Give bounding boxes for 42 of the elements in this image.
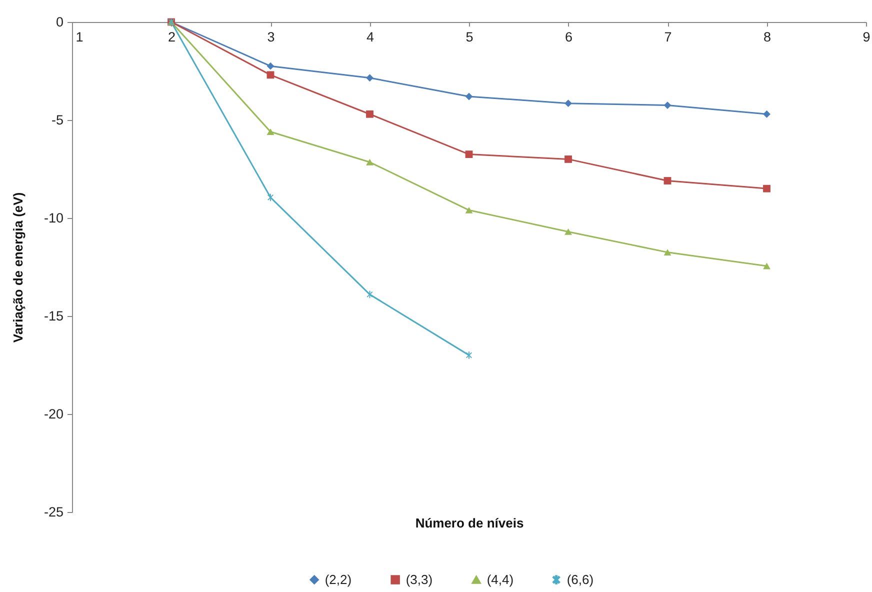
point: [366, 158, 374, 166]
x-tick-label: 6: [564, 30, 573, 44]
point: [564, 100, 572, 108]
point: [763, 262, 770, 270]
point: [268, 194, 274, 202]
point: [266, 71, 274, 79]
point: [465, 206, 473, 214]
x-axis-title: Número de níveis: [415, 516, 524, 530]
point: [564, 155, 572, 163]
y-tick-label: -15: [44, 308, 64, 324]
x-tick-label: 7: [664, 30, 672, 44]
point: [366, 290, 373, 298]
point: [465, 92, 473, 100]
x-tick-label: 2: [168, 30, 176, 44]
x-tick-label: 3: [267, 30, 275, 44]
point: [664, 249, 672, 256]
y-tick-label: -25: [44, 504, 64, 520]
y-tick-label: -20: [44, 406, 64, 422]
legend-label: (4,4): [486, 572, 514, 587]
legend-label: (3,3): [406, 572, 433, 587]
y-tick-label: 0: [56, 14, 64, 30]
legend-label: (6,6): [566, 572, 594, 587]
legend-label: (2,2): [324, 572, 352, 587]
point: [763, 110, 770, 118]
point: [266, 128, 274, 135]
x-tick-label: 5: [466, 30, 474, 44]
point: [466, 351, 472, 359]
y-tick-label: -5: [51, 112, 64, 128]
point: [266, 62, 274, 70]
point: [564, 228, 572, 235]
y-axis-title: Variação de energia (eV): [10, 192, 26, 343]
x-tick-label: 1: [76, 30, 84, 44]
point: [763, 184, 770, 192]
x-tick-label: 9: [862, 30, 870, 44]
point: [664, 102, 672, 110]
point: [664, 177, 672, 184]
x-tick-label: 4: [366, 30, 374, 44]
point: [366, 110, 374, 118]
point: [465, 150, 473, 158]
y-tick-label: -10: [44, 210, 64, 226]
point: [366, 74, 374, 82]
x-tick-label: 8: [763, 30, 772, 44]
